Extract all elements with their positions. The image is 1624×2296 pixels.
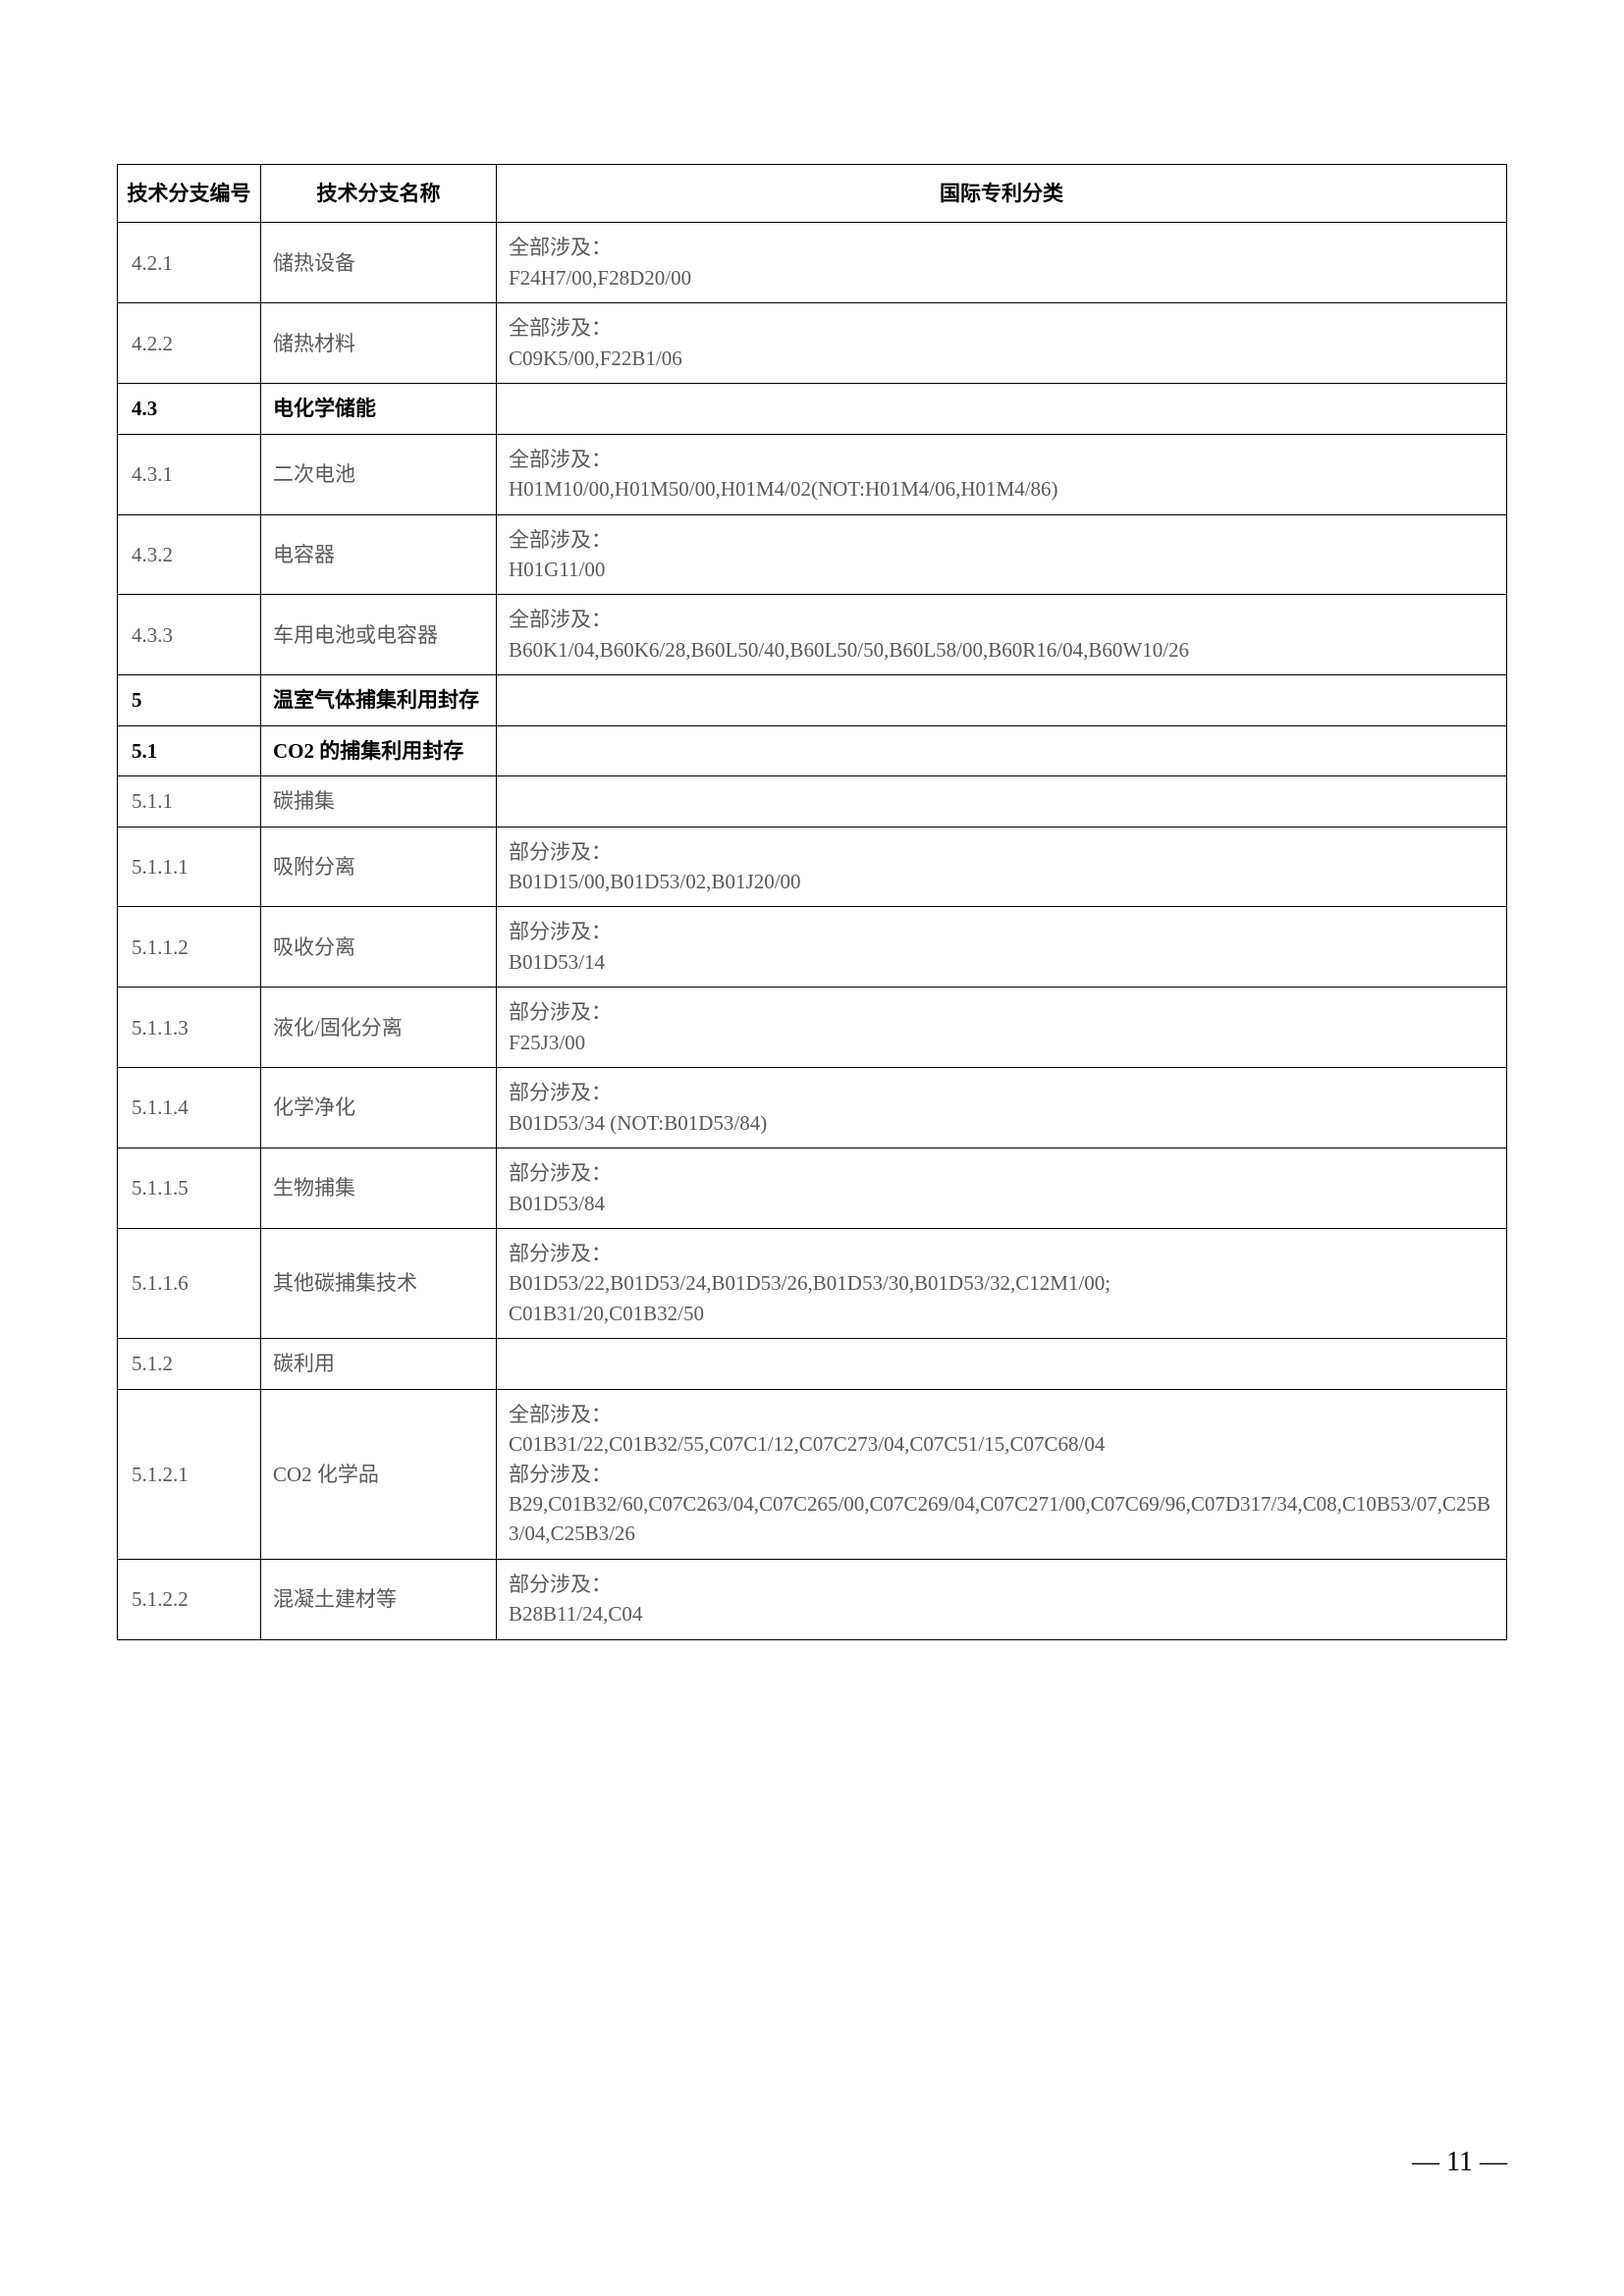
- cell-name: 储热设备: [261, 223, 497, 303]
- cell-id: 5.1.2.2: [118, 1559, 261, 1639]
- table-row: 5.1.2.2混凝土建材等部分涉及： B28B11/24,C04: [118, 1559, 1507, 1639]
- cell-ipc: 全部涉及： H01M10/00,H01M50/00,H01M4/02(NOT:H…: [497, 434, 1507, 514]
- cell-name: 车用电池或电容器: [261, 595, 497, 675]
- table-row: 4.3.2电容器全部涉及： H01G11/00: [118, 514, 1507, 595]
- classification-table: 技术分支编号 技术分支名称 国际专利分类 4.2.1储热设备全部涉及： F24H…: [117, 164, 1507, 1640]
- cell-ipc: [497, 675, 1507, 725]
- cell-name: 吸附分离: [261, 827, 497, 907]
- header-name: 技术分支名称: [261, 165, 497, 223]
- table-row: 4.3.1二次电池全部涉及： H01M10/00,H01M50/00,H01M4…: [118, 434, 1507, 514]
- table-row: 4.2.2储热材料全部涉及： C09K5/00,F22B1/06: [118, 303, 1507, 384]
- cell-name: 电容器: [261, 514, 497, 595]
- cell-name: 生物捕集: [261, 1148, 497, 1229]
- cell-ipc: 全部涉及： C01B31/22,C01B32/55,C07C1/12,C07C2…: [497, 1389, 1507, 1559]
- table-row: 5.1CO2 的捕集利用封存: [118, 725, 1507, 775]
- table-row: 5.1.1.2吸收分离部分涉及： B01D53/14: [118, 907, 1507, 988]
- cell-name: 储热材料: [261, 303, 497, 384]
- table-row: 5.1.2碳利用: [118, 1339, 1507, 1389]
- cell-name: 碳利用: [261, 1339, 497, 1389]
- cell-id: 5.1.1.1: [118, 827, 261, 907]
- cell-ipc: 部分涉及： B01D15/00,B01D53/02,B01J20/00: [497, 827, 1507, 907]
- cell-id: 4.3: [118, 384, 261, 434]
- table-row: 5.1.1.3液化/固化分离部分涉及： F25J3/00: [118, 988, 1507, 1068]
- cell-id: 4.3.2: [118, 514, 261, 595]
- cell-ipc: [497, 725, 1507, 775]
- cell-ipc: 全部涉及： F24H7/00,F28D20/00: [497, 223, 1507, 303]
- cell-ipc: [497, 384, 1507, 434]
- table-row: 5.1.1.1吸附分离部分涉及： B01D15/00,B01D53/02,B01…: [118, 827, 1507, 907]
- table-row: 5.1.2.1CO2 化学品全部涉及： C01B31/22,C01B32/55,…: [118, 1389, 1507, 1559]
- cell-ipc: 部分涉及： F25J3/00: [497, 988, 1507, 1068]
- cell-id: 4.3.3: [118, 595, 261, 675]
- table-row: 4.2.1储热设备全部涉及： F24H7/00,F28D20/00: [118, 223, 1507, 303]
- cell-ipc: [497, 776, 1507, 827]
- cell-name: 吸收分离: [261, 907, 497, 988]
- cell-id: 5.1.2.1: [118, 1389, 261, 1559]
- cell-id: 5.1: [118, 725, 261, 775]
- cell-id: 5.1.1.5: [118, 1148, 261, 1229]
- cell-name: 电化学储能: [261, 384, 497, 434]
- cell-id: 5.1.1.4: [118, 1068, 261, 1148]
- cell-name: 液化/固化分离: [261, 988, 497, 1068]
- table-row: 4.3电化学储能: [118, 384, 1507, 434]
- header-id: 技术分支编号: [118, 165, 261, 223]
- cell-ipc: 部分涉及： B01D53/84: [497, 1148, 1507, 1229]
- cell-ipc: 部分涉及： B28B11/24,C04: [497, 1559, 1507, 1639]
- cell-ipc: 全部涉及： B60K1/04,B60K6/28,B60L50/40,B60L50…: [497, 595, 1507, 675]
- cell-id: 4.3.1: [118, 434, 261, 514]
- table-row: 5.1.1.5生物捕集部分涉及： B01D53/84: [118, 1148, 1507, 1229]
- header-ipc: 国际专利分类: [497, 165, 1507, 223]
- cell-name: 混凝土建材等: [261, 1559, 497, 1639]
- cell-ipc: 部分涉及： B01D53/22,B01D53/24,B01D53/26,B01D…: [497, 1228, 1507, 1338]
- cell-name: 二次电池: [261, 434, 497, 514]
- cell-name: CO2 的捕集利用封存: [261, 725, 497, 775]
- cell-id: 5.1.1.3: [118, 988, 261, 1068]
- cell-id: 4.2.1: [118, 223, 261, 303]
- cell-name: 其他碳捕集技术: [261, 1228, 497, 1338]
- cell-ipc: 全部涉及： H01G11/00: [497, 514, 1507, 595]
- table-row: 5.1.1.6其他碳捕集技术部分涉及： B01D53/22,B01D53/24,…: [118, 1228, 1507, 1338]
- cell-id: 5.1.1.2: [118, 907, 261, 988]
- cell-ipc: 全部涉及： C09K5/00,F22B1/06: [497, 303, 1507, 384]
- cell-ipc: 部分涉及： B01D53/34 (NOT:B01D53/84): [497, 1068, 1507, 1148]
- cell-ipc: [497, 1339, 1507, 1389]
- table-row: 5温室气体捕集利用封存: [118, 675, 1507, 725]
- cell-id: 5: [118, 675, 261, 725]
- cell-id: 5.1.1.6: [118, 1228, 261, 1338]
- table-row: 4.3.3车用电池或电容器全部涉及： B60K1/04,B60K6/28,B60…: [118, 595, 1507, 675]
- table-row: 5.1.1.4化学净化部分涉及： B01D53/34 (NOT:B01D53/8…: [118, 1068, 1507, 1148]
- cell-ipc: 部分涉及： B01D53/14: [497, 907, 1507, 988]
- cell-name: 碳捕集: [261, 776, 497, 827]
- page-number: — 11 —: [1412, 2147, 1507, 2178]
- cell-name: 化学净化: [261, 1068, 497, 1148]
- cell-name: 温室气体捕集利用封存: [261, 675, 497, 725]
- cell-id: 5.1.1: [118, 776, 261, 827]
- table-row: 5.1.1碳捕集: [118, 776, 1507, 827]
- cell-id: 5.1.2: [118, 1339, 261, 1389]
- table-header-row: 技术分支编号 技术分支名称 国际专利分类: [118, 165, 1507, 223]
- cell-id: 4.2.2: [118, 303, 261, 384]
- cell-name: CO2 化学品: [261, 1389, 497, 1559]
